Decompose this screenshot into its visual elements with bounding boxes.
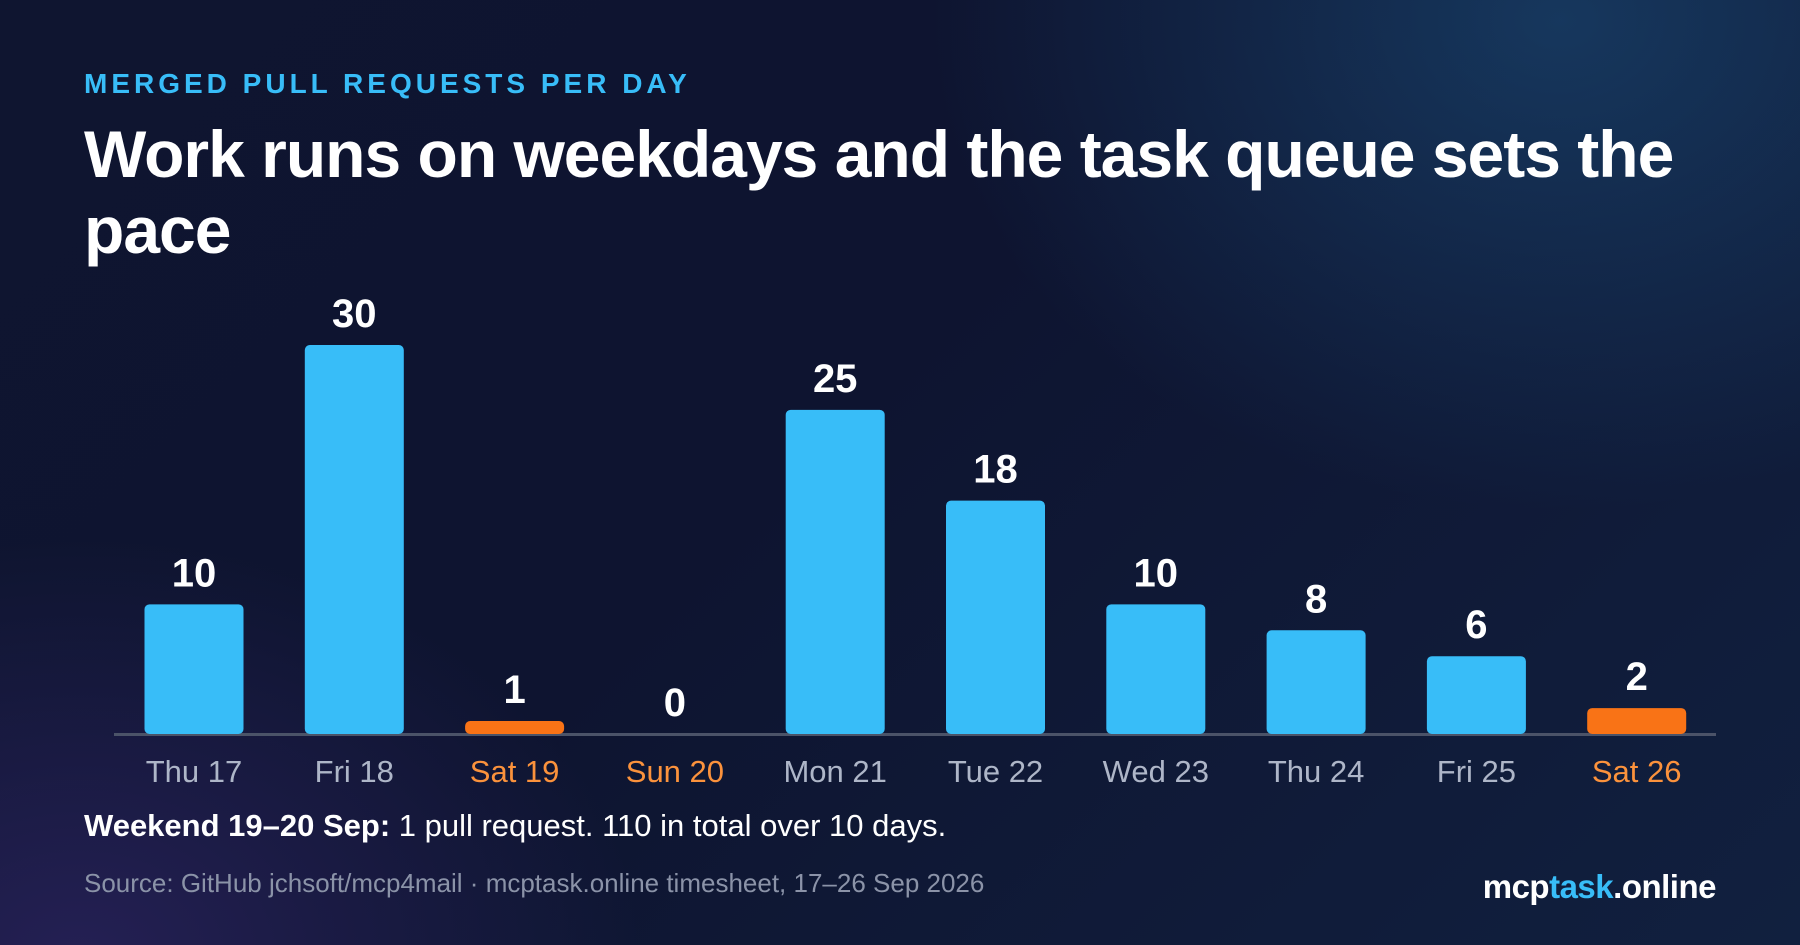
bar-sat-19 xyxy=(465,721,565,734)
x-tick-label: Wed 23 xyxy=(1103,754,1209,789)
bar-wed-23 xyxy=(1106,604,1206,734)
bar-value-label: 18 xyxy=(973,448,1018,492)
x-tick-label: Sat 26 xyxy=(1592,754,1682,789)
chart-title: Work runs on weekdays and the task queue… xyxy=(84,117,1674,267)
summary-note-bold: Weekend 19–20 Sep: xyxy=(84,808,391,843)
bar-value-label: 2 xyxy=(1626,655,1648,699)
bar-value-label: 0 xyxy=(664,681,686,725)
brand-part-mcp: mcp xyxy=(1482,868,1550,905)
source-caption: Source: GitHub jchsoft/mcp4mail · mcptas… xyxy=(84,868,985,898)
brand-logo: mcptask.online xyxy=(1482,868,1717,906)
bar-value-label: 30 xyxy=(332,292,377,336)
summary-note-text: 1 pull request. 110 in total over 10 day… xyxy=(390,808,947,843)
x-tick-label: Thu 17 xyxy=(146,754,243,789)
bar-value-label: 6 xyxy=(1465,603,1487,647)
brand-part-online: .online xyxy=(1613,868,1716,905)
bar-value-label: 10 xyxy=(1134,551,1179,595)
bar-sat-26 xyxy=(1587,708,1687,734)
bar-value-label: 8 xyxy=(1305,577,1327,621)
x-tick-label: Thu 24 xyxy=(1268,754,1365,789)
bar-thu-17 xyxy=(144,604,244,734)
x-tick-label: Sat 19 xyxy=(470,754,560,789)
summary-note: Weekend 19–20 Sep: 1 pull request. 110 i… xyxy=(84,808,946,844)
x-tick-label: Mon 21 xyxy=(783,754,886,789)
x-tick-label: Fri 25 xyxy=(1437,754,1516,789)
bar-thu-24 xyxy=(1266,630,1366,734)
bar-value-label: 1 xyxy=(503,668,525,712)
bar-tue-22 xyxy=(946,500,1045,734)
bar-value-label: 10 xyxy=(172,551,217,595)
bar-fri-25 xyxy=(1426,656,1526,734)
brand-part-task: task xyxy=(1549,868,1614,905)
bar-fri-18 xyxy=(304,345,404,734)
x-tick-label: Fri 18 xyxy=(315,754,394,789)
bar-mon-21 xyxy=(785,409,885,734)
bar-value-label: 25 xyxy=(813,357,858,401)
x-tick-label: Sun 20 xyxy=(626,754,724,789)
chart-eyebrow: MERGED PULL REQUESTS PER DAY xyxy=(84,68,691,99)
x-tick-label: Tue 22 xyxy=(948,754,1043,789)
